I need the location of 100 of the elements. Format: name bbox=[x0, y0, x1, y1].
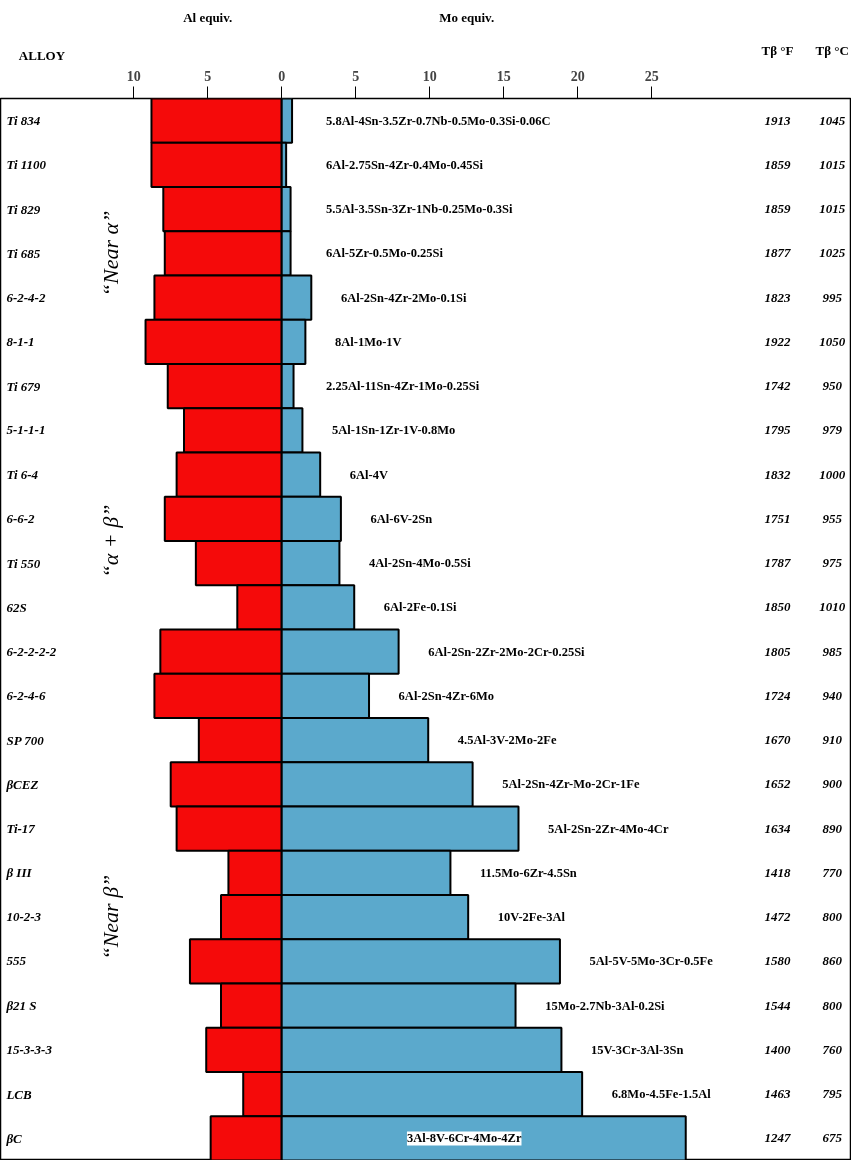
annotation: 1724 bbox=[764, 687, 791, 703]
annotation: 1670 bbox=[764, 732, 791, 748]
x-tick-label: 5 bbox=[352, 68, 360, 84]
annotation: 800 bbox=[822, 997, 843, 1013]
annotation: 1805 bbox=[764, 643, 791, 659]
annotation: “Near β” bbox=[97, 874, 123, 960]
y-tick-label: 6-2-4-6 bbox=[6, 687, 46, 703]
annotation: 1045 bbox=[819, 112, 846, 128]
x-tick-label: 20 bbox=[570, 68, 585, 84]
annotation: 985 bbox=[822, 643, 843, 659]
y-tick-label: LCB bbox=[5, 1086, 33, 1102]
text: Tβ °F bbox=[761, 42, 794, 58]
annotation: 6Al-2Sn-4Zr-2Mo-0.1Si bbox=[340, 290, 467, 305]
y-tick-label: Ti 1100 bbox=[6, 157, 47, 173]
annotation: 1787 bbox=[764, 555, 791, 571]
annotation: 1742 bbox=[764, 378, 791, 394]
y-tick-label: Ti 550 bbox=[6, 555, 41, 571]
x-tick-label: 0 bbox=[278, 68, 286, 84]
annotation: 1463 bbox=[764, 1086, 791, 1102]
annotation: 2.25Al-11Sn-4Zr-1Mo-0.25Si bbox=[326, 379, 480, 394]
annotation: 1634 bbox=[764, 820, 791, 836]
y-tick-label: SP 700 bbox=[6, 732, 45, 748]
annotation: 5Al-5V-5Mo-3Cr-0.5Fe bbox=[589, 954, 714, 969]
y-tick-label: Ti 6-4 bbox=[6, 467, 39, 483]
x-tick-label: 10 bbox=[422, 68, 437, 84]
annotation: 6Al-2.75Sn-4Zr-0.4Mo-0.45Si bbox=[326, 157, 484, 172]
annotation: 1015 bbox=[819, 156, 846, 172]
annotation: 10V-2Fe-3Al bbox=[497, 910, 566, 925]
annotation: 1652 bbox=[764, 776, 791, 792]
annotation: 1913 bbox=[764, 112, 791, 128]
annotation: 15V-3Cr-3Al-3Sn bbox=[591, 1042, 684, 1057]
annotation: 5.5Al-3.5Sn-3Zr-1Nb-0.25Mo-0.3Si bbox=[326, 202, 513, 217]
annotation: 1472 bbox=[764, 909, 791, 925]
annotation: 1418 bbox=[764, 864, 791, 880]
annotation: 910 bbox=[822, 732, 843, 748]
annotation: 1922 bbox=[764, 333, 791, 349]
x-tick-label: 25 bbox=[644, 68, 659, 84]
y-tick-label: 6-2-2-2-2 bbox=[6, 643, 57, 659]
annotation: 979 bbox=[822, 422, 843, 438]
annotation: 1823 bbox=[764, 289, 791, 305]
y-tick-label: Ti 685 bbox=[6, 245, 41, 261]
y-tick-label: 15-3-3-3 bbox=[6, 1041, 53, 1057]
annotation: 675 bbox=[822, 1130, 843, 1146]
annotation: 6.8Mo-4.5Fe-1.5Al bbox=[611, 1087, 712, 1102]
annotation: “Near α” bbox=[97, 210, 123, 297]
y-tick-label: β III bbox=[5, 865, 33, 881]
annotation: 6Al-2Fe-0.1Si bbox=[383, 600, 457, 615]
annotation: 4Al-2Sn-4Mo-0.5Si bbox=[369, 556, 472, 571]
annotation: 1580 bbox=[764, 953, 791, 969]
annotation: 1850 bbox=[764, 599, 791, 615]
annotation: 995 bbox=[822, 289, 843, 305]
annotation: 860 bbox=[822, 953, 843, 969]
annotation: “α + β” bbox=[97, 504, 123, 578]
y-tick-label: 555 bbox=[6, 953, 27, 969]
annotation: 1025 bbox=[819, 245, 846, 261]
x-tick-label: 15 bbox=[496, 68, 511, 84]
y-tick-label: 8-1-1 bbox=[6, 333, 35, 349]
annotation: 5Al-2Sn-2Zr-4Mo-4Cr bbox=[548, 821, 669, 836]
annotation: 6Al-4V bbox=[349, 467, 388, 482]
annotation: 8Al-1Mo-1V bbox=[334, 334, 402, 349]
annotation: 1400 bbox=[764, 1041, 791, 1057]
annotation: 1050 bbox=[819, 333, 846, 349]
annotation: 6Al-5Zr-0.5Mo-0.25Si bbox=[326, 246, 444, 261]
annotation: 1751 bbox=[764, 510, 791, 526]
annotation: 1010 bbox=[819, 599, 846, 615]
y-tick-label: 62S bbox=[6, 599, 27, 615]
y-tick-label: Ti 679 bbox=[6, 378, 41, 394]
annotation: 800 bbox=[822, 909, 843, 925]
y-tick-label: Ti 829 bbox=[6, 201, 41, 217]
annotation: 1859 bbox=[764, 156, 791, 172]
y-tick-label: β21 S bbox=[5, 998, 37, 1014]
annotation: 11.5Mo-6Zr-4.5Sn bbox=[480, 865, 577, 880]
annotation: 5.8Al-4Sn-3.5Zr-0.7Nb-0.5Mo-0.3Si-0.06C bbox=[326, 113, 551, 128]
x-tick-label: 5 bbox=[204, 68, 212, 84]
annotation: 950 bbox=[822, 378, 843, 394]
annotation: 1544 bbox=[764, 997, 791, 1013]
annotation: 890 bbox=[822, 820, 843, 836]
annotation: 770 bbox=[822, 864, 843, 880]
annotation: 1877 bbox=[764, 245, 791, 261]
annotation: 975 bbox=[822, 555, 843, 571]
text: Al equiv. bbox=[183, 10, 233, 26]
y-tick-label: βC bbox=[5, 1130, 23, 1146]
y-tick-label: 5-1-1-1 bbox=[6, 422, 46, 438]
annotation: 1859 bbox=[764, 201, 791, 217]
y-tick-label: Ti-17 bbox=[6, 821, 36, 837]
annotation: 4.5Al-3V-2Mo-2Fe bbox=[457, 733, 557, 748]
annotation: 1000 bbox=[819, 466, 846, 482]
annotation: 1795 bbox=[764, 422, 791, 438]
y-tick-label: 6-6-2 bbox=[6, 510, 36, 526]
annotation: 1247 bbox=[764, 1130, 791, 1146]
y-tick-label: 10-2-3 bbox=[6, 909, 42, 925]
annotation: 6Al-2Sn-2Zr-2Mo-2Cr-0.25Si bbox=[428, 644, 586, 659]
text: Tβ °C bbox=[815, 42, 849, 58]
annotation: 900 bbox=[822, 776, 843, 792]
annotation: 940 bbox=[822, 687, 843, 703]
x-axis-title: Mo equiv. bbox=[439, 10, 495, 26]
annotation: 5Al-1Sn-1Zr-1V-0.8Mo bbox=[332, 423, 456, 438]
x-tick-label: 10 bbox=[126, 68, 141, 84]
y-tick-label: βCEZ bbox=[5, 776, 39, 792]
y-tick-label: Ti 834 bbox=[6, 113, 41, 129]
